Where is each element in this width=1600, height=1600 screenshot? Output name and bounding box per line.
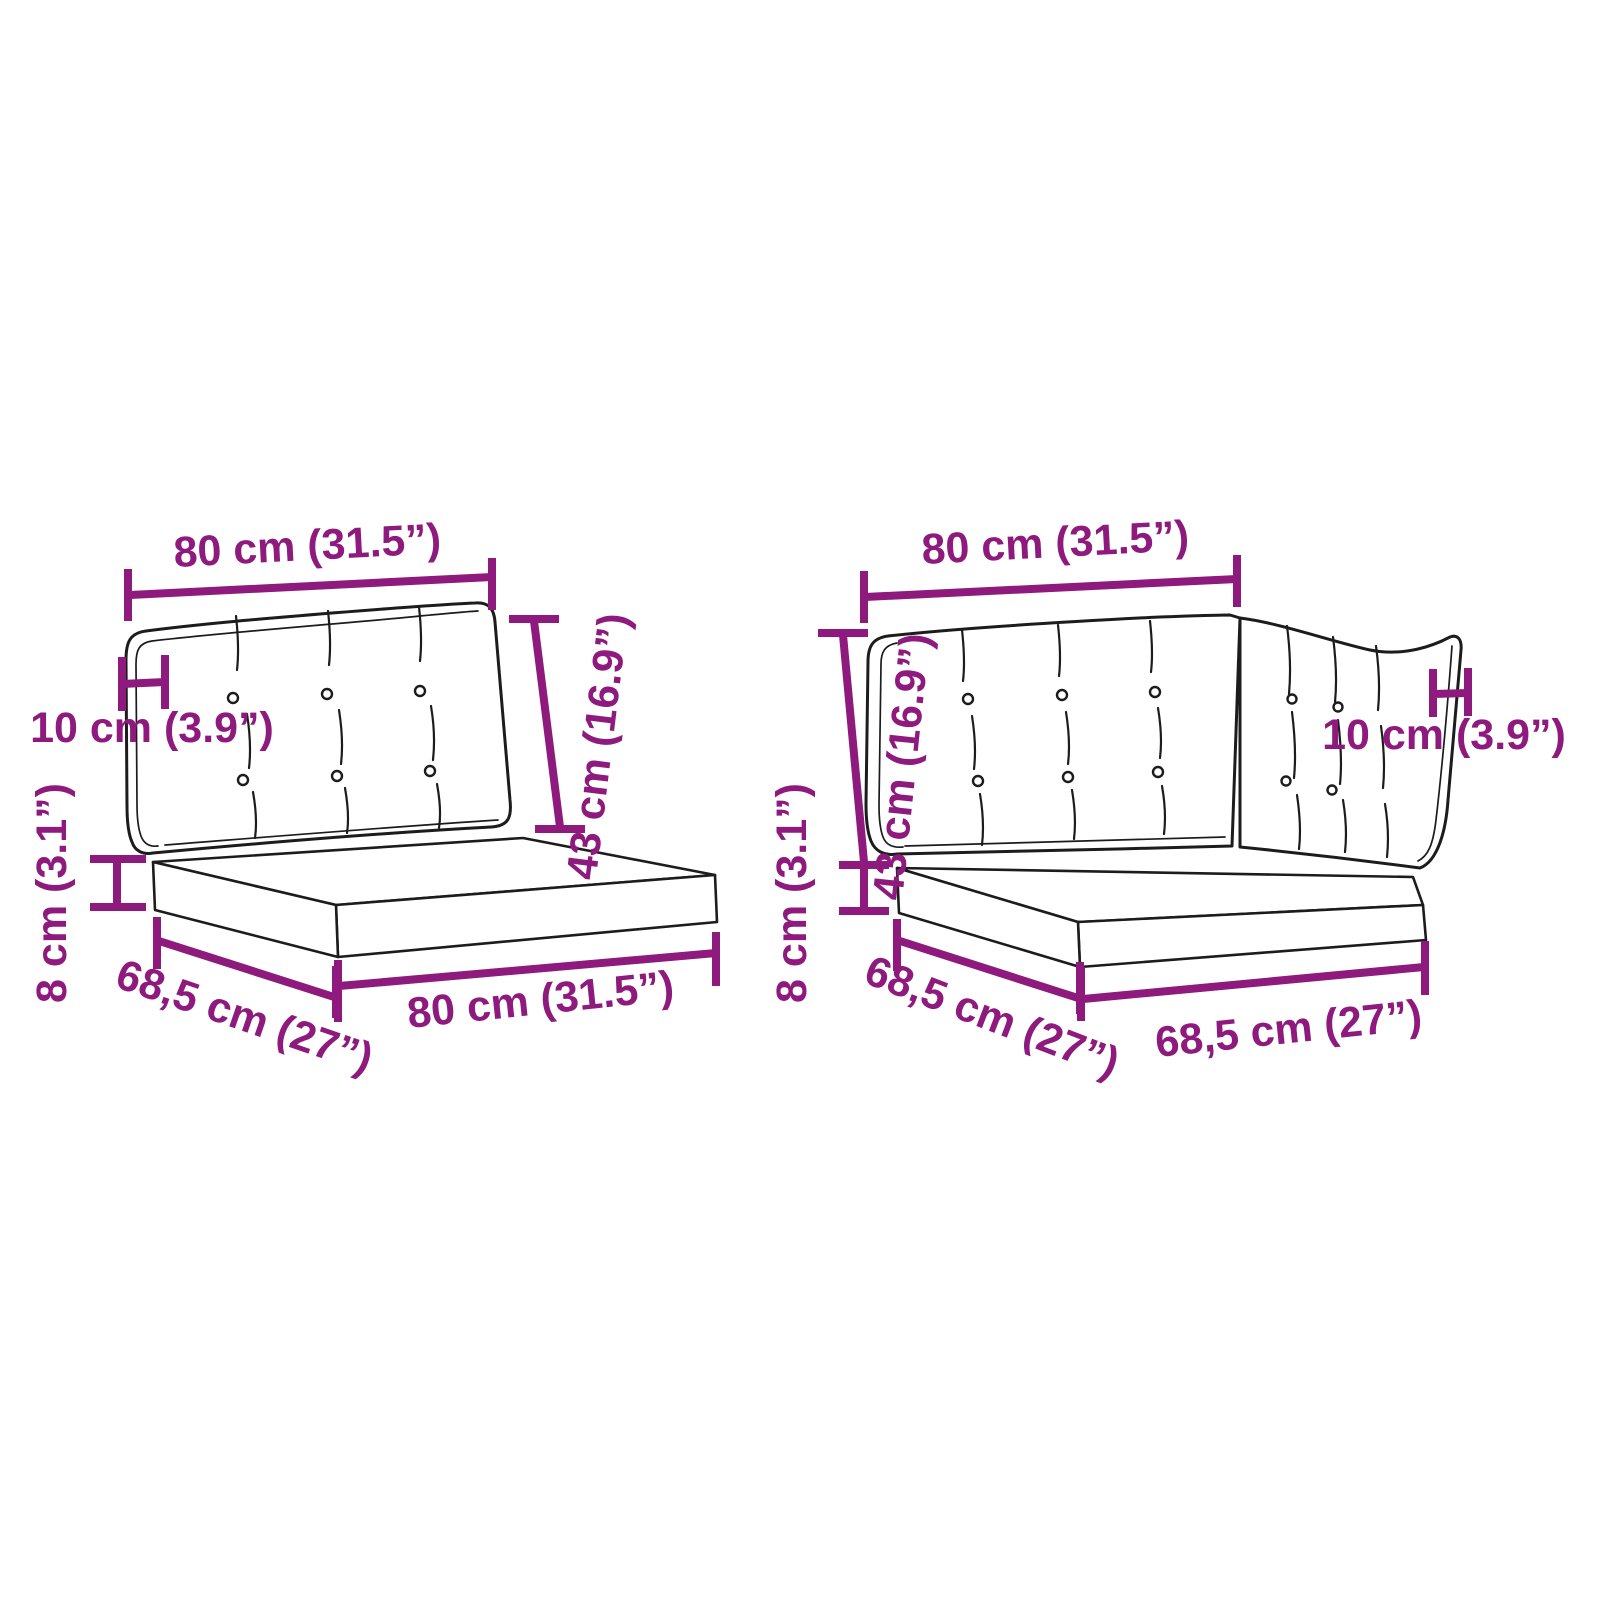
dim-right-seat-front-width-line xyxy=(1077,941,1429,1021)
tuft-button xyxy=(226,691,240,705)
dim-right-seat-thickness-bracket xyxy=(839,861,889,915)
left-back-cushion-tuft-creases xyxy=(234,605,442,840)
dim-label-left-back-thickness: 10 cm (3.9”) xyxy=(30,704,274,752)
dim-right-back-width-line xyxy=(860,555,1241,623)
tuft-button xyxy=(1055,688,1069,702)
left-back-cushion-inner-line xyxy=(135,610,499,848)
tuft-button xyxy=(1332,701,1344,713)
dim-label-left-back-height: 43 cm (16.9”) xyxy=(558,611,638,883)
tuft-button xyxy=(320,687,334,701)
dim-left-back-height-line xyxy=(509,615,585,833)
right-side-back-cushion-outline xyxy=(1238,616,1463,870)
tuft-button xyxy=(413,684,427,698)
dim-label-left-back-width: 80 cm (31.5”) xyxy=(172,515,442,577)
right-front-back-cushion-tuft-creases xyxy=(960,619,1167,847)
dim-right-back-height-line xyxy=(818,629,868,863)
left-seat-side-face xyxy=(151,860,340,959)
cushion-set-left: 80 cm (31.5”) 10 cm (3.9”) 43 cm (16.9”)… xyxy=(28,515,720,1083)
tuft-button xyxy=(1151,765,1165,779)
tuft-button xyxy=(971,774,985,788)
right-side-back-cushion-inner-line xyxy=(1417,645,1453,862)
dim-left-back-thickness-bracket xyxy=(118,655,169,711)
tuft-button xyxy=(423,764,437,778)
dim-left-seat-width-line xyxy=(334,932,720,1022)
tuft-button xyxy=(1286,693,1298,705)
dim-label-right-seat-front-width: 68,5 cm (27”) xyxy=(1153,991,1424,1067)
tuft-button xyxy=(330,769,344,783)
dim-left-seat-thickness-bracket xyxy=(90,855,146,911)
tuft-button xyxy=(961,692,975,706)
tuft-button xyxy=(1326,784,1338,796)
tuft-button xyxy=(236,773,250,787)
dim-right-back-thickness-bracket xyxy=(1429,668,1472,717)
cushion-set-right: 80 cm (31.5”) 43 cm (16.9”) 10 cm (3.9”)… xyxy=(768,512,1566,1087)
tuft-button xyxy=(1148,685,1162,699)
dim-label-right-back-thickness: 10 cm (3.9”) xyxy=(1322,711,1566,759)
dim-label-right-back-width: 80 cm (31.5”) xyxy=(920,512,1190,574)
dim-label-right-seat-thickness: 8 cm (3.1”) xyxy=(768,783,816,1003)
dim-label-left-seat-thickness: 8 cm (3.1”) xyxy=(28,783,76,1003)
tuft-button xyxy=(1061,770,1075,784)
right-front-back-cushion-inner-line xyxy=(878,642,1226,849)
right-side-back-cushion-tuft-creases xyxy=(1285,624,1390,859)
dim-left-back-width-line xyxy=(124,558,496,621)
right-front-back-cushion-outline xyxy=(864,613,1242,856)
left-back-cushion-outline xyxy=(124,601,512,855)
tuft-button xyxy=(1280,775,1292,787)
